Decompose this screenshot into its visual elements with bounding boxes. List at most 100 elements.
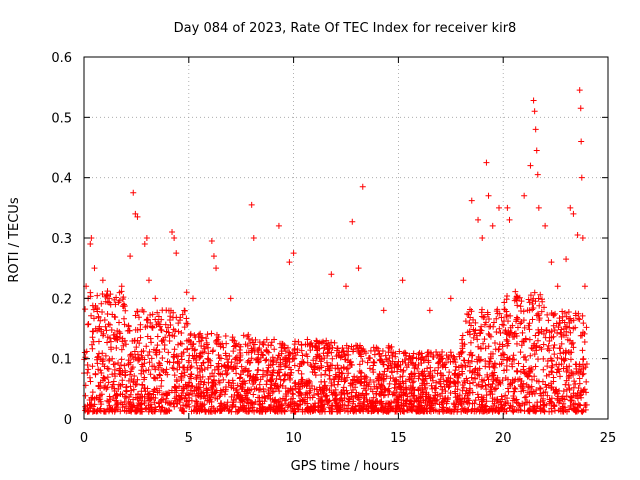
data-point: [563, 393, 570, 400]
data-point: [230, 337, 237, 344]
data-point: [475, 343, 482, 350]
data-point: [520, 363, 527, 370]
data-point: [340, 387, 347, 394]
data-point: [415, 370, 422, 377]
data-point: [201, 401, 208, 408]
data-point: [104, 310, 111, 317]
data-point: [242, 395, 249, 402]
data-point: [90, 306, 97, 313]
data-point: [208, 386, 215, 393]
data-point: [562, 355, 569, 362]
data-point: [432, 392, 439, 399]
data-point: [550, 322, 557, 329]
data-point: [413, 397, 420, 404]
data-point: [564, 323, 571, 330]
data-point: [370, 394, 377, 401]
data-point: [99, 358, 106, 365]
data-point: [104, 292, 111, 299]
data-point: [373, 383, 380, 390]
data-point: [260, 371, 267, 378]
x-tick-label: 25: [600, 431, 617, 446]
data-point: [103, 385, 110, 392]
data-point: [117, 362, 124, 369]
data-point: [470, 316, 477, 323]
data-point: [459, 368, 466, 375]
data-point: [290, 355, 297, 362]
data-point: [128, 401, 135, 408]
data-point: [163, 307, 170, 314]
data-point: [183, 398, 190, 405]
data-point: [451, 401, 458, 408]
data-point: [96, 383, 103, 390]
data-point: [504, 385, 511, 392]
data-point: [489, 380, 496, 387]
data-point: [558, 361, 565, 368]
data-point: [112, 407, 119, 414]
data-point: [119, 338, 126, 345]
data-point: [160, 368, 167, 375]
data-point: [431, 395, 438, 402]
data-point: [99, 291, 106, 298]
data-point: [246, 373, 253, 380]
data-point: [140, 368, 147, 375]
data-point: [205, 359, 212, 366]
data-point: [548, 358, 555, 365]
data-point: [538, 308, 545, 315]
data-point: [532, 298, 539, 305]
data-point: [567, 329, 574, 336]
data-point: [260, 388, 267, 395]
data-point: [198, 342, 205, 349]
data-point: [84, 321, 91, 328]
y-tick-label: 0.4: [51, 172, 72, 187]
data-point: [125, 357, 132, 364]
data-point: [459, 345, 466, 352]
data-point: [260, 385, 267, 392]
data-point: [427, 405, 434, 412]
data-point: [469, 389, 476, 396]
data-point: [102, 323, 109, 330]
data-point: [304, 359, 311, 366]
data-point: [536, 302, 543, 309]
data-point: [414, 365, 421, 372]
data-point: [418, 405, 425, 412]
data-point: [238, 385, 245, 392]
data-point: [147, 371, 154, 378]
data-point: [518, 307, 525, 314]
data-point: [254, 371, 261, 378]
data-point: [232, 342, 239, 349]
data-point: [85, 366, 92, 373]
data-point: [263, 381, 270, 388]
data-point: [531, 340, 538, 347]
data-point: [130, 189, 137, 196]
data-point: [359, 402, 366, 409]
data-point: [129, 364, 136, 371]
data-point: [185, 359, 192, 366]
data-point: [250, 391, 257, 398]
data-point: [221, 391, 228, 398]
data-point: [451, 354, 458, 361]
data-point: [158, 316, 165, 323]
data-point: [203, 335, 210, 342]
data-point: [516, 294, 523, 301]
data-point: [326, 404, 333, 411]
data-point: [544, 363, 551, 370]
data-point: [89, 363, 96, 370]
data-point: [125, 322, 132, 329]
data-point: [442, 388, 449, 395]
data-point: [297, 401, 304, 408]
data-point: [433, 379, 440, 386]
data-point: [304, 407, 311, 414]
data-point: [247, 404, 254, 411]
data-point: [158, 327, 165, 334]
data-point: [128, 351, 135, 358]
data-point: [406, 352, 413, 359]
data-point: [462, 318, 469, 325]
data-point: [152, 406, 159, 413]
data-point: [459, 332, 466, 339]
data-point: [208, 238, 215, 245]
data-point: [187, 373, 194, 380]
data-point: [550, 374, 557, 381]
data-point: [470, 334, 477, 341]
data-point: [579, 356, 586, 363]
data-point: [252, 357, 259, 364]
